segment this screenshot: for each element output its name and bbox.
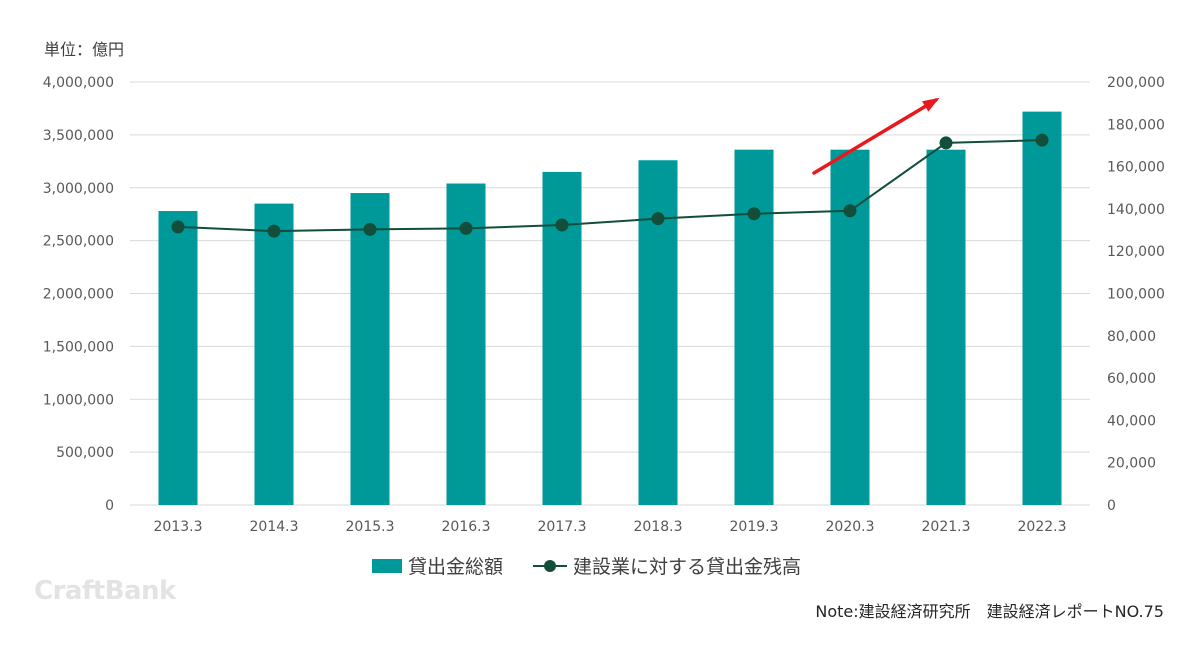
left-axis-tick-label: 3,000,000 — [43, 181, 114, 197]
line-point — [171, 220, 185, 234]
right-axis-tick-label: 40,000 — [1107, 413, 1156, 429]
right-axis-tick-label: 80,000 — [1107, 329, 1156, 345]
right-axis-tick-label: 20,000 — [1107, 456, 1156, 472]
line-point — [747, 207, 761, 221]
left-axis-tick-label: 0 — [105, 498, 114, 514]
left-axis-tick-label: 1,000,000 — [43, 392, 114, 408]
left-axis-tick-label: 2,500,000 — [43, 234, 114, 250]
bar — [734, 149, 774, 505]
bar — [446, 183, 486, 505]
line-point — [939, 136, 953, 150]
x-axis-tick-label: 2018.3 — [634, 519, 683, 535]
trend-arrow-shaft — [812, 98, 938, 175]
x-axis-tick-label: 2013.3 — [154, 519, 203, 535]
legend-bar-label: 貸出金総額 — [408, 556, 504, 578]
right-axis-tick-label: 180,000 — [1107, 117, 1165, 133]
right-axis-tick-label: 60,000 — [1107, 371, 1156, 387]
bar — [158, 211, 198, 505]
x-axis-tick-label: 2022.3 — [1018, 519, 1067, 535]
left-axis-tick-label: 3,500,000 — [43, 128, 114, 144]
x-axis-tick-label: 2017.3 — [538, 519, 587, 535]
source-note: Note:建設経済研究所 建設経済レポートNO.75 — [815, 602, 1164, 621]
legend-line-label: 建設業に対する貸出金残高 — [573, 556, 802, 578]
bar — [638, 160, 678, 505]
right-axis-tick-label: 160,000 — [1107, 160, 1165, 176]
x-axis-tick-label: 2014.3 — [250, 519, 299, 535]
bar — [1022, 111, 1062, 506]
legend: 貸出金総額 建設業に対する貸出金残高 — [372, 552, 831, 579]
x-axis-tick-label: 2015.3 — [346, 519, 395, 535]
bar — [254, 203, 294, 506]
unit-label: 単位：億円 — [44, 40, 125, 59]
right-axis-tick-label: 200,000 — [1107, 75, 1165, 91]
left-axis-tick-label: 1,500,000 — [43, 339, 114, 355]
legend-item-bar: 貸出金総額 — [372, 552, 503, 579]
bar — [830, 149, 870, 505]
line-point — [555, 218, 569, 232]
left-axis-tick-label: 4,000,000 — [43, 75, 114, 91]
line-point — [651, 212, 665, 226]
legend-item-line: 建設業に対する貸出金残高 — [533, 552, 801, 579]
bar — [926, 149, 966, 505]
x-axis-tick-label: 2020.3 — [826, 519, 875, 535]
series-line — [177, 139, 1043, 233]
right-axis-tick-label: 120,000 — [1107, 244, 1165, 260]
right-axis-tick-label: 0 — [1107, 498, 1116, 514]
legend-line-swatch — [533, 559, 568, 573]
x-axis-tick-label: 2021.3 — [922, 519, 971, 535]
trend-arrow-head — [922, 97, 940, 112]
left-axis-tick-label: 2,000,000 — [43, 287, 114, 303]
line-point — [843, 204, 857, 218]
bar — [350, 193, 390, 505]
line-point — [1035, 133, 1049, 147]
legend-bar-swatch — [372, 558, 402, 573]
line-point — [363, 222, 377, 236]
line-point — [459, 221, 473, 235]
right-axis-tick-label: 140,000 — [1107, 202, 1165, 218]
line-point — [267, 224, 281, 238]
craftbank-logo: CraftBank — [34, 576, 176, 606]
x-axis-tick-label: 2019.3 — [730, 519, 779, 535]
x-axis-tick-label: 2016.3 — [442, 519, 491, 535]
left-axis-tick-label: 500,000 — [56, 445, 114, 461]
right-axis-tick-label: 100,000 — [1107, 287, 1165, 303]
